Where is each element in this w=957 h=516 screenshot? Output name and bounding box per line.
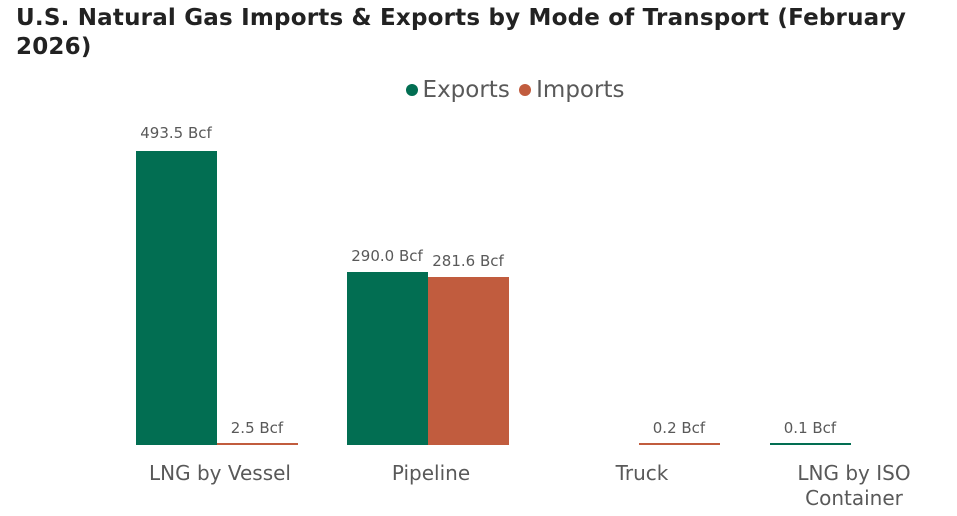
- bar-imports-lng-vessel[interactable]: [217, 443, 298, 445]
- value-label-exports-pipeline: 290.0 Bcf: [351, 247, 423, 265]
- bar-imports-truck[interactable]: [639, 443, 720, 445]
- category-label-pipeline: Pipeline: [391, 461, 471, 485]
- legend-label-imports: Imports: [536, 77, 625, 103]
- value-label-exports-lng-vessel: 493.5 Bcf: [140, 124, 212, 142]
- value-label-imports-lng-vessel: 2.5 Bcf: [230, 419, 284, 437]
- legend: Exports Imports: [0, 76, 957, 103]
- category-label-iso-container: LNG by ISO Container: [797, 461, 911, 510]
- legend-label-exports: Exports: [422, 77, 510, 103]
- legend-item-imports[interactable]: Imports: [519, 77, 624, 103]
- legend-dot-exports-icon: [405, 84, 418, 96]
- bar-exports-iso-container[interactable]: [770, 443, 851, 445]
- bar-exports-lng-vessel[interactable]: [136, 151, 217, 445]
- value-label-imports-pipeline: 281.6 Bcf: [432, 252, 504, 270]
- value-label-imports-truck: 0.2 Bcf: [652, 419, 706, 437]
- category-label-truck: Truck: [615, 461, 669, 485]
- legend-dot-imports-icon: [519, 84, 532, 96]
- value-label-exports-iso-container: 0.1 Bcf: [783, 419, 837, 437]
- chart-title: U.S. Natural Gas Imports & Exports by Mo…: [16, 5, 907, 60]
- legend-item-exports[interactable]: Exports: [405, 77, 510, 103]
- bar-imports-pipeline[interactable]: [428, 277, 509, 445]
- category-label-lng-vessel: LNG by Vessel: [149, 461, 291, 485]
- bar-exports-pipeline[interactable]: [347, 272, 428, 445]
